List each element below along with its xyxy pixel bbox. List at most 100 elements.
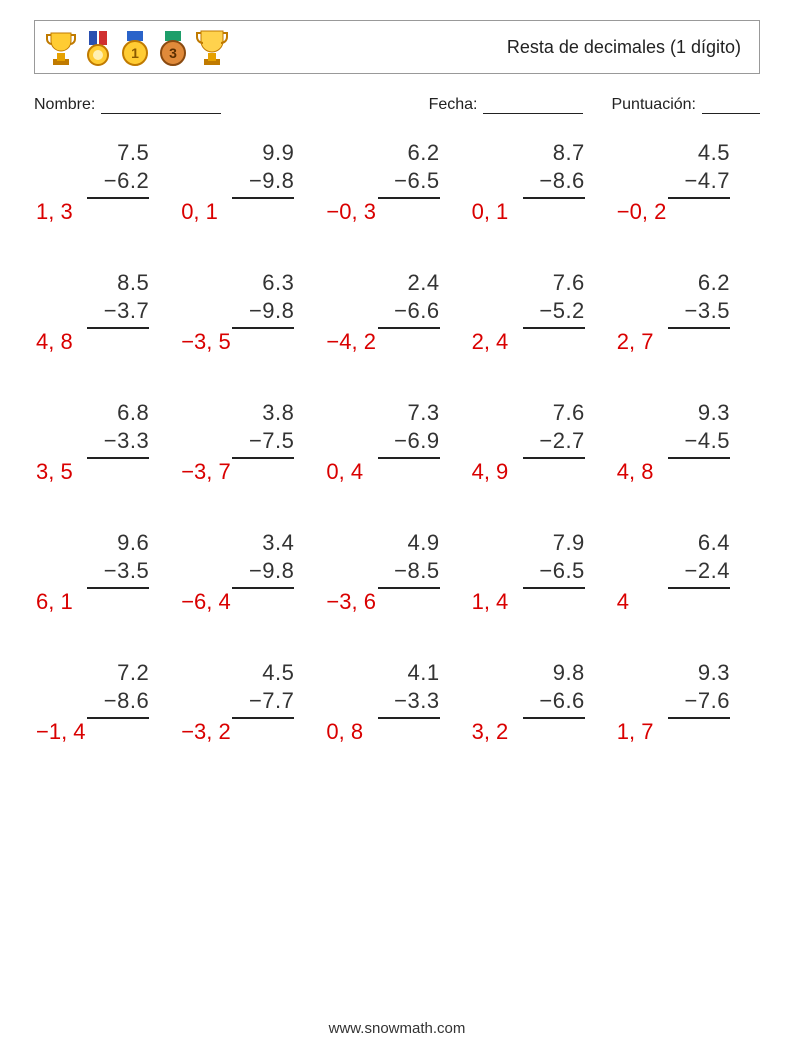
rule-line (668, 327, 730, 329)
operand-top: 4.5 (234, 659, 294, 687)
answer: −4, 2 (324, 329, 376, 355)
operand-top: 6.2 (380, 139, 440, 167)
rule-line (232, 197, 294, 199)
answer: 2, 7 (615, 329, 654, 355)
rule-line (668, 717, 730, 719)
operand-bottom: −6.6 (525, 687, 585, 715)
score-blank[interactable] (702, 99, 760, 114)
problem: 7.6−5.22, 4 (470, 269, 615, 355)
operand-top: 6.8 (89, 399, 149, 427)
operand-top: 7.9 (525, 529, 585, 557)
operand-top: 8.5 (89, 269, 149, 297)
problem: 7.3−6.90, 4 (324, 399, 469, 485)
score-label: Puntuación: (611, 96, 696, 114)
operand-top: 7.6 (525, 399, 585, 427)
operand-bottom: −6.6 (380, 297, 440, 325)
problem: 9.8−6.6 3, 2 (470, 659, 615, 745)
worksheet-title: Resta de decimales (1 dígito) (507, 37, 741, 58)
answer: 0, 8 (324, 719, 363, 745)
rule-line (523, 197, 585, 199)
operand-top: 9.8 (525, 659, 585, 687)
rule-line (378, 587, 440, 589)
operand-top: 8.7 (525, 139, 585, 167)
badge-3-icon: 3 (157, 29, 189, 67)
answer: −0, 2 (615, 199, 667, 225)
answer: 3, 2 (470, 719, 509, 745)
rule-line (87, 717, 149, 719)
problem: 2.4−6.6−4, 2 (324, 269, 469, 355)
operand-top: 6.3 (234, 269, 294, 297)
date-blank[interactable] (483, 99, 583, 114)
rule-line (87, 457, 149, 459)
form-line: Nombre: Fecha: Puntuación: (34, 96, 760, 114)
rule-line (523, 587, 585, 589)
problem: 6.2−6.5−0, 3 (324, 139, 469, 225)
answer: 6, 1 (34, 589, 73, 615)
rule-line (87, 587, 149, 589)
operand-top: 9.6 (89, 529, 149, 557)
operand-top: 3.8 (234, 399, 294, 427)
problem: 8.5−3.7 4, 8 (34, 269, 179, 355)
problem: 4.9−8.5−3, 6 (324, 529, 469, 615)
operand-bottom: −2.7 (525, 427, 585, 455)
svg-text:3: 3 (169, 45, 177, 61)
answer: −6, 4 (179, 589, 231, 615)
rule-line (378, 197, 440, 199)
problem: 6.3−9.8−3, 5 (179, 269, 324, 355)
header-icons: 1 3 (45, 27, 229, 67)
rule-line (232, 587, 294, 589)
rule-line (668, 587, 730, 589)
operand-bottom: −3.7 (89, 297, 149, 325)
answer: 4, 8 (615, 459, 654, 485)
rule-line (378, 457, 440, 459)
svg-text:1: 1 (131, 45, 139, 61)
answer: −0, 3 (324, 199, 376, 225)
operand-top: 6.4 (670, 529, 730, 557)
operand-top: 6.2 (670, 269, 730, 297)
rule-line (232, 327, 294, 329)
problem: 9.6−3.56, 1 (34, 529, 179, 615)
name-field: Nombre: (34, 96, 221, 114)
name-blank[interactable] (101, 99, 221, 114)
rule-line (523, 327, 585, 329)
problem: 4.5−7.7−3, 2 (179, 659, 324, 745)
answer: −3, 6 (324, 589, 376, 615)
problem: 3.8−7.5−3, 7 (179, 399, 324, 485)
operand-bottom: −7.6 (670, 687, 730, 715)
operand-bottom: −9.8 (234, 557, 294, 585)
answer: 4, 8 (34, 329, 73, 355)
problem: 4.1−3.3 0, 8 (324, 659, 469, 745)
operand-bottom: −9.8 (234, 297, 294, 325)
rule-line (232, 457, 294, 459)
operand-bottom: −8.5 (380, 557, 440, 585)
operand-bottom: −3.3 (380, 687, 440, 715)
answer: 1, 3 (34, 199, 73, 225)
problem: 9.3−7.61, 7 (615, 659, 760, 745)
operand-top: 2.4 (380, 269, 440, 297)
problem: 3.4−9.8−6, 4 (179, 529, 324, 615)
date-field: Fecha: (429, 96, 584, 114)
operand-top: 9.9 (234, 139, 294, 167)
answer: 0, 1 (179, 199, 218, 225)
operand-bottom: −9.8 (234, 167, 294, 195)
answer: 4, 9 (470, 459, 509, 485)
operand-top: 7.5 (89, 139, 149, 167)
operand-bottom: −6.9 (380, 427, 440, 455)
answer: 0, 4 (324, 459, 363, 485)
operand-bottom: −4.5 (670, 427, 730, 455)
operand-top: 7.6 (525, 269, 585, 297)
header-box: 1 3 Resta de decimales (1 dígito) (34, 20, 760, 74)
operand-top: 4.5 (670, 139, 730, 167)
problem: 7.9−6.51, 4 (470, 529, 615, 615)
rule-line (87, 197, 149, 199)
operand-bottom: −8.6 (525, 167, 585, 195)
badge-1-icon: 1 (119, 29, 151, 67)
operand-bottom: −4.7 (670, 167, 730, 195)
operand-top: 4.9 (380, 529, 440, 557)
operand-bottom: −8.6 (89, 687, 149, 715)
operand-bottom: −5.2 (525, 297, 585, 325)
operand-top: 4.1 (380, 659, 440, 687)
problems-grid: 7.5−6.21, 39.9−9.80, 16.2−6.5−0, 38.7−8.… (34, 139, 760, 745)
rule-line (232, 717, 294, 719)
operand-bottom: −3.5 (670, 297, 730, 325)
